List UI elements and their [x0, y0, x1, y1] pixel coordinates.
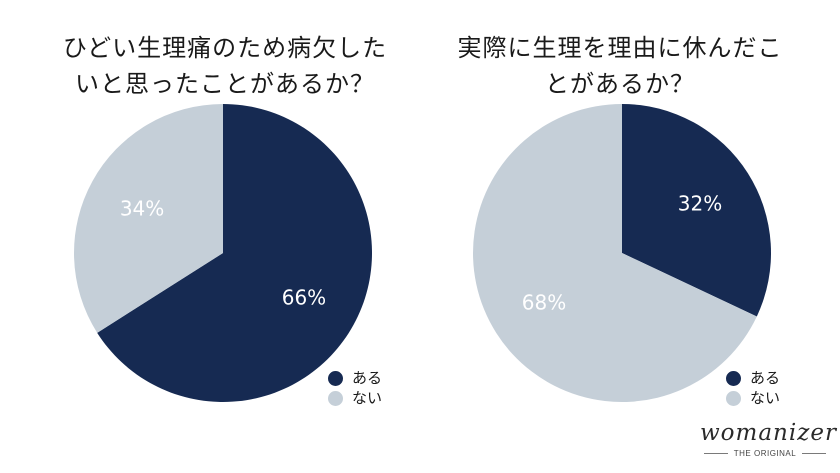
brand-name: womanizer [700, 420, 837, 446]
legend-label-nai: ない [750, 389, 781, 407]
legend-item-nai: ない [726, 388, 780, 408]
legend-label-aru: ある [352, 369, 383, 387]
pie-slice-nai [73, 104, 223, 333]
legend-swatch-aru [328, 370, 343, 386]
pie-label-aru: 32% [678, 192, 722, 216]
chart-title-left: ひどい生理痛のため病欠した いと思ったことがあるか？ [60, 30, 390, 102]
brand-divider-right [802, 453, 827, 454]
pie-label-nai: 34% [120, 196, 164, 220]
pie-slice-aru [622, 104, 771, 317]
legend-left: ある ない [328, 368, 382, 408]
pie-label-nai: 68% [522, 290, 566, 314]
legend-swatch-nai [726, 390, 741, 406]
chart-title-left-line-2: いと思ったことがあるか？ [75, 70, 375, 98]
legend-swatch-aru [726, 370, 741, 386]
pie-slice-nai [473, 104, 757, 402]
pie-label-aru: 66% [282, 286, 326, 310]
legend-right: ある ない [726, 368, 780, 408]
chart-title-right: 実際に生理を理由に休んだこ とがあるか？ [455, 30, 785, 102]
legend-item-aru: ある [328, 368, 382, 388]
pie-slice-aru [97, 104, 373, 402]
chart-title-right-line-1: 実際に生理を理由に休んだこ [457, 34, 783, 62]
brand-logo: womanizer THE ORIGINAL [700, 420, 837, 458]
legend-item-aru: ある [726, 368, 780, 388]
brand-tagline-row: THE ORIGINAL [700, 449, 830, 458]
chart-title-left-line-1: ひどい生理痛のため病欠した [62, 34, 388, 62]
legend-item-nai: ない [328, 388, 382, 408]
legend-label-aru: ある [750, 369, 781, 387]
brand-divider-left [703, 453, 728, 454]
chart-title-right-line-2: とがあるか？ [545, 70, 695, 98]
brand-tagline: THE ORIGINAL [733, 449, 797, 458]
legend-label-nai: ない [352, 389, 383, 407]
legend-swatch-nai [328, 390, 343, 406]
